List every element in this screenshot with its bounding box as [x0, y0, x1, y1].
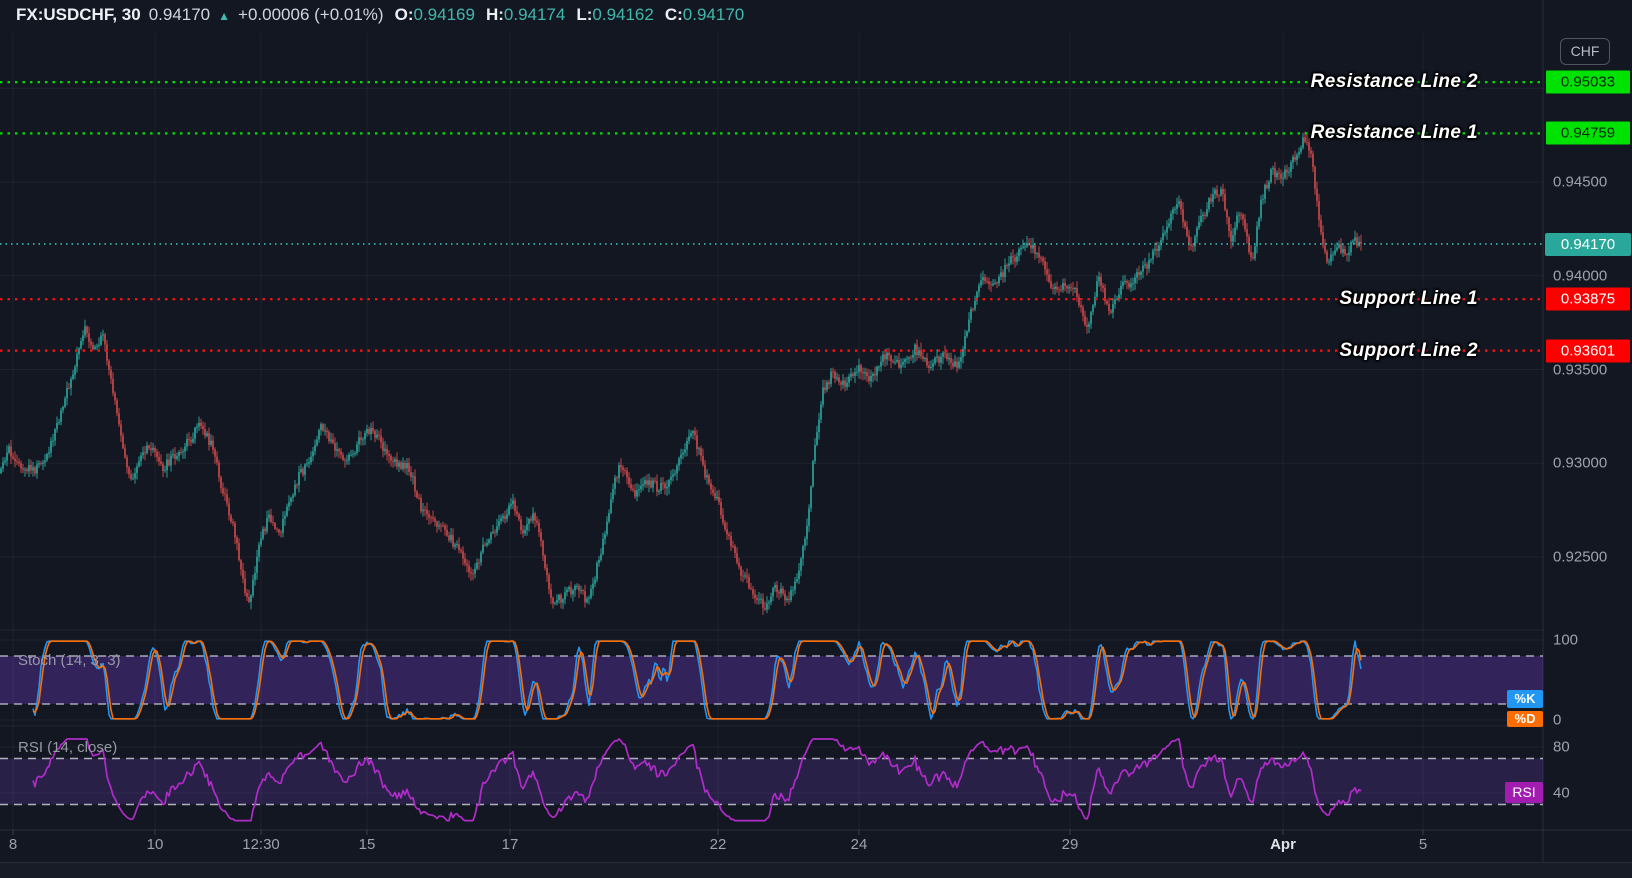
- time-tick: 17: [501, 836, 519, 853]
- rsi-scale-tick: 40: [1553, 784, 1570, 802]
- rsi-scale-tick: 80: [1553, 738, 1570, 756]
- currency-toggle-chf[interactable]: CHF: [1560, 38, 1610, 65]
- time-tick: 22: [709, 836, 727, 853]
- level-label-support-line-2[interactable]: Support Line 2: [1339, 339, 1478, 361]
- candlestick-series: [0, 131, 1362, 615]
- time-tick: 24: [850, 836, 868, 853]
- level-label-resistance-line-1[interactable]: Resistance Line 1: [1310, 122, 1478, 144]
- symbol-interval: FX:USDCHF, 30: [16, 5, 141, 24]
- level-badge-support-line-1: 0.93875: [1546, 287, 1630, 311]
- time-tick: 8: [8, 836, 18, 853]
- rsi-badge: RSI: [1505, 782, 1543, 803]
- up-arrow-icon: ▲: [218, 9, 231, 23]
- level-badge-resistance-line-1: 0.94759: [1546, 121, 1630, 145]
- stoch-indicator-legend[interactable]: Stoch (14, 3, 3): [18, 652, 121, 669]
- level-label-support-line-1[interactable]: Support Line 1: [1339, 288, 1478, 310]
- rsi-indicator-legend[interactable]: RSI (14, close): [18, 739, 118, 756]
- time-axis[interactable]: 8 10 12:30 15 17 22 24 29 Apr 5: [0, 831, 1632, 862]
- window-bottom-bar: [0, 862, 1632, 878]
- price-tick: 0.94500: [1553, 173, 1608, 191]
- level-badge-support-line-2: 0.93601: [1546, 339, 1630, 363]
- stoch-k-badge: %K: [1507, 690, 1543, 708]
- stoch-d-badge: %D: [1507, 711, 1543, 727]
- time-tick: 29: [1061, 836, 1079, 853]
- price-tick: 0.93500: [1553, 361, 1608, 378]
- price-tick: 0.93000: [1553, 454, 1608, 472]
- stoch-scale-tick: 100: [1553, 631, 1579, 649]
- price-tick: 0.92500: [1553, 548, 1608, 566]
- stoch-d-line: [32, 640, 1362, 720]
- close-readout: C:0.94170: [664, 5, 745, 24]
- time-tick: 15: [358, 836, 376, 853]
- price-tick: 0.94000: [1553, 267, 1608, 285]
- stoch-scale-tick: 0: [1553, 711, 1562, 729]
- time-tick: 10: [146, 836, 164, 853]
- current-price-badge: 0.94170: [1545, 233, 1631, 256]
- low-readout: L:0.94162: [576, 5, 654, 24]
- rsi-band: [0, 758, 1543, 805]
- symbol-legend[interactable]: FX:USDCHF, 30 0.94170 ▲ +0.00006 (+0.01%…: [16, 5, 744, 25]
- time-tick: 12:30: [242, 836, 280, 853]
- time-tick: Apr: [1270, 836, 1296, 853]
- time-tick: 5: [1418, 836, 1428, 853]
- price-change: +0.00006 (+0.01%): [238, 5, 384, 24]
- open-readout: O:0.94169: [394, 5, 475, 24]
- rsi-line: [32, 738, 1362, 822]
- high-readout: H:0.94174: [485, 5, 566, 24]
- last-price: 0.94170: [148, 5, 211, 24]
- level-badge-resistance-line-2: 0.95033: [1546, 70, 1630, 94]
- level-label-resistance-line-2[interactable]: Resistance Line 2: [1310, 71, 1478, 93]
- price-axis[interactable]: 0.94500 0.94000 0.93500 0.93000 0.92500 100 0 8…: [1543, 0, 1632, 830]
